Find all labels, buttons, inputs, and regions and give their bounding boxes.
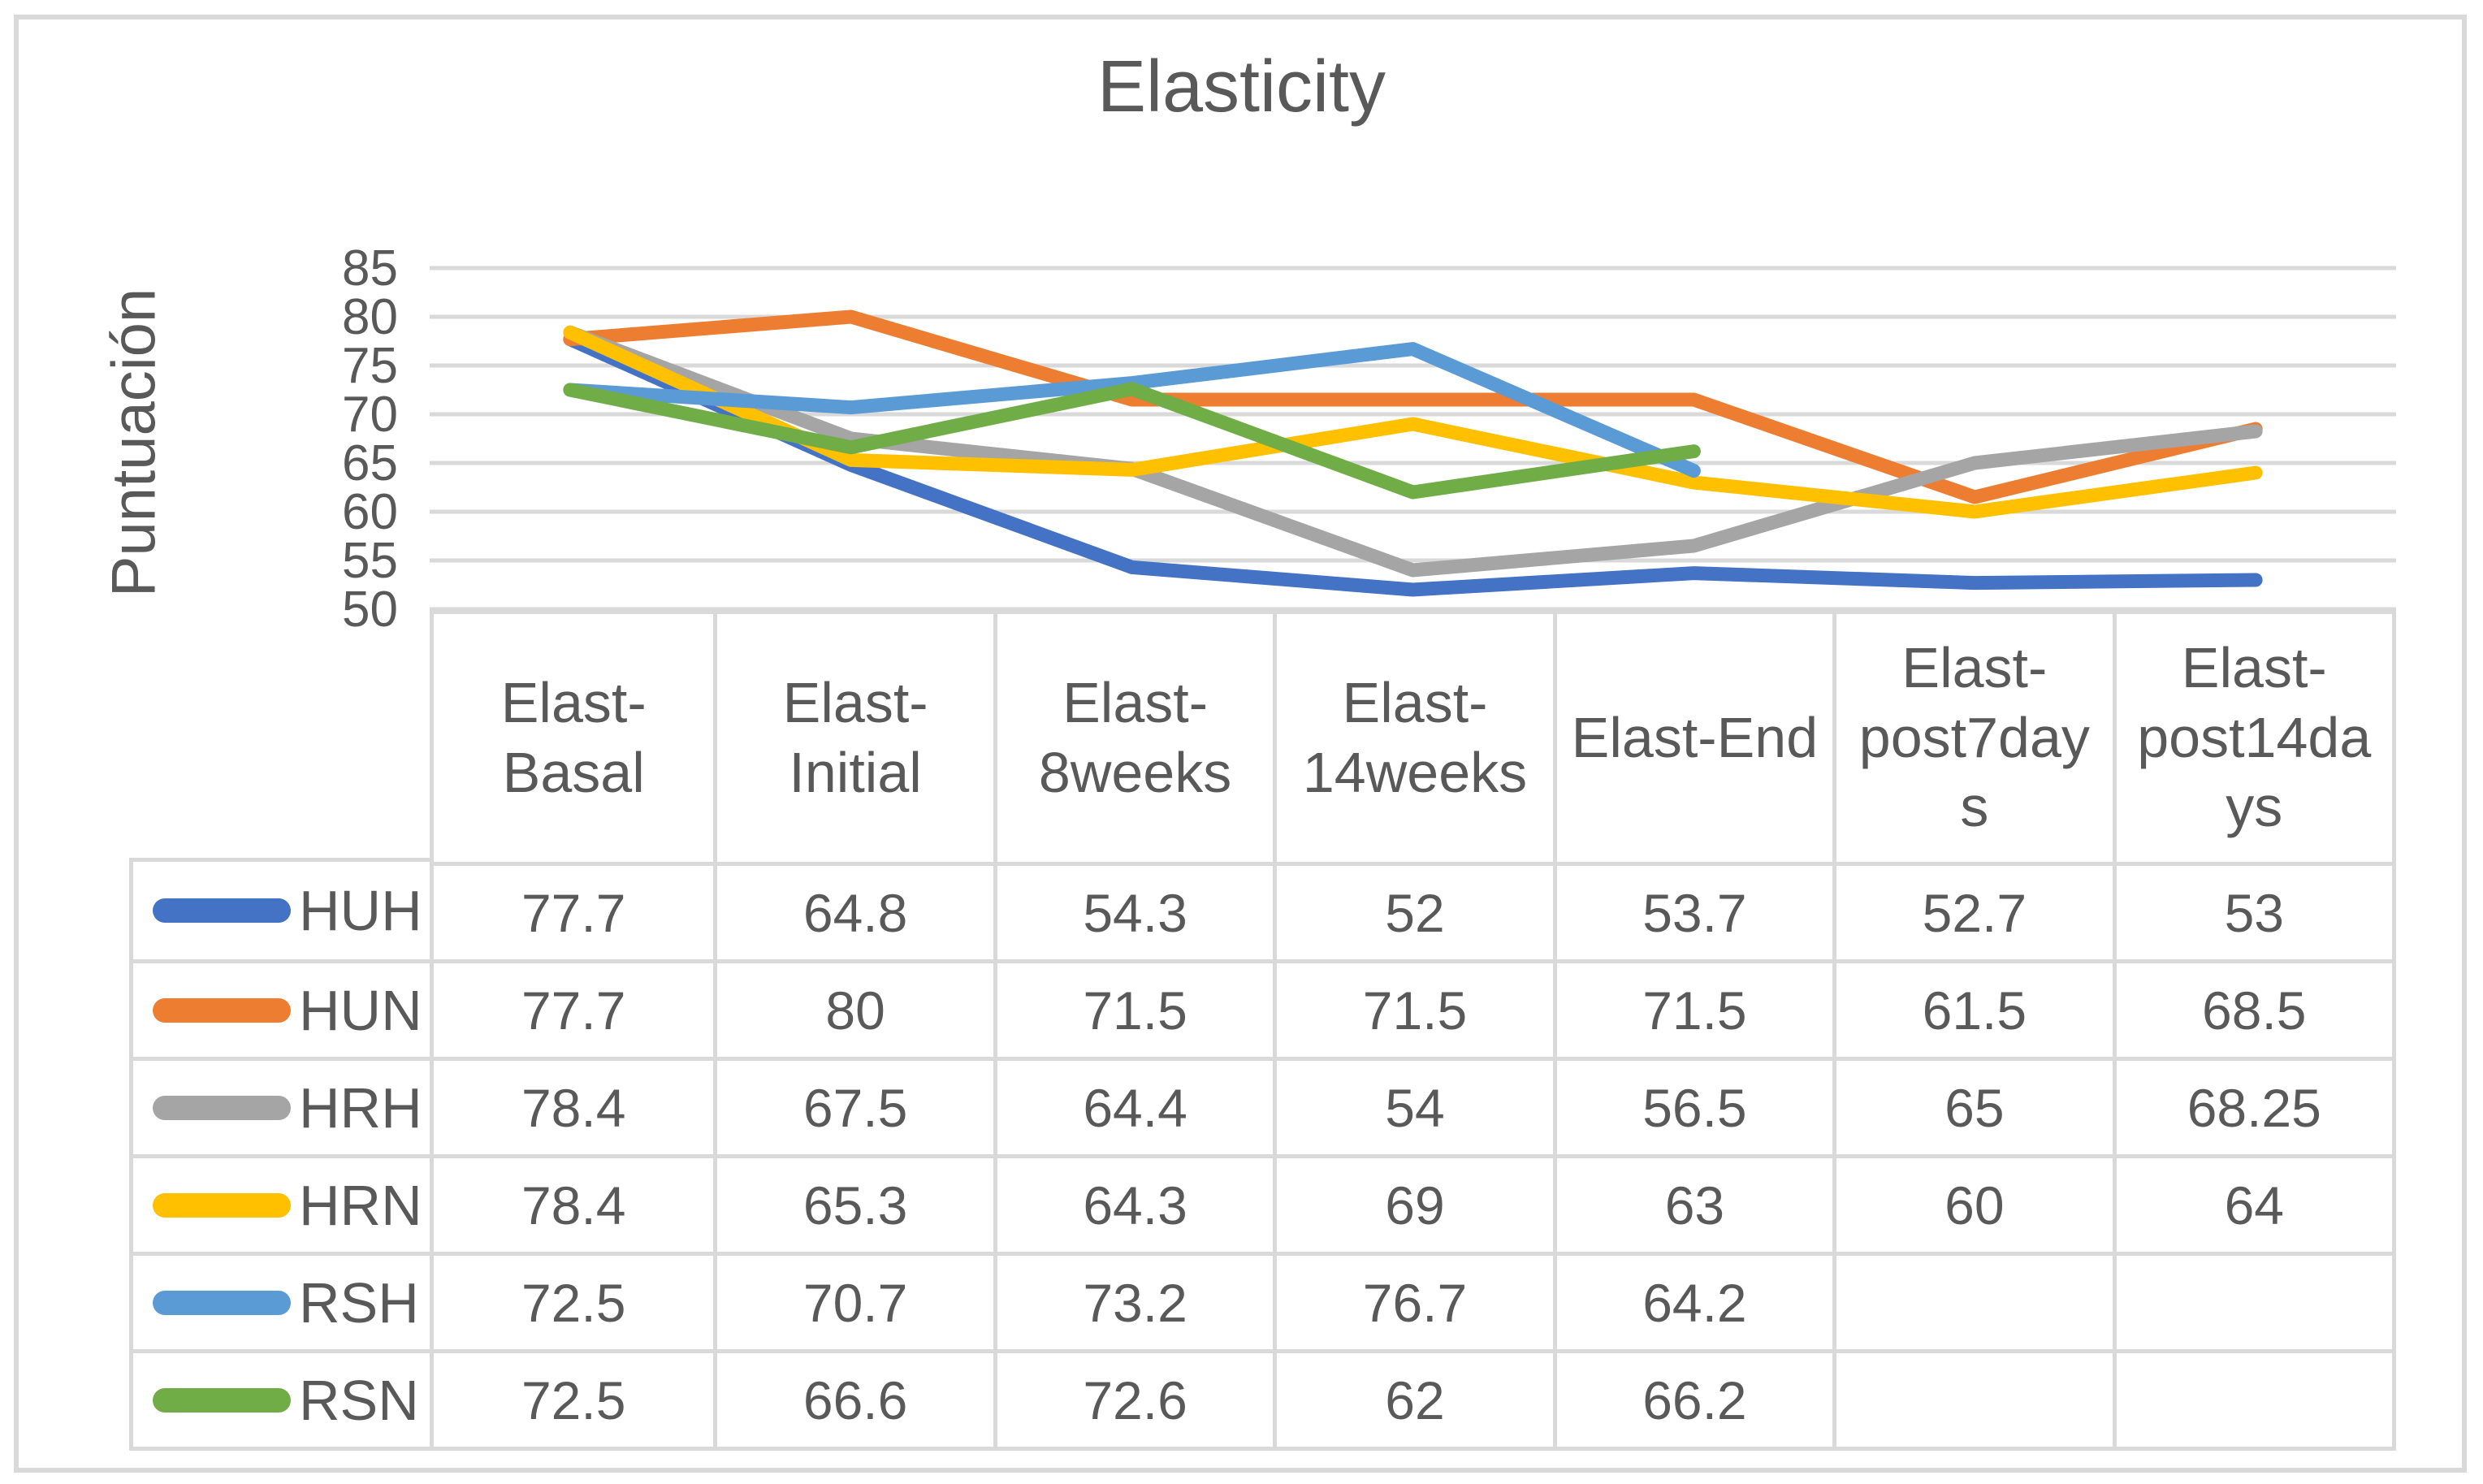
data-table: Elast- Basal Elast- Initial Elast- 8weeks E… — [430, 610, 2396, 1451]
table-header-cell: Elast- 14weeks — [1273, 614, 1553, 862]
table-value-cell: 80 — [713, 959, 993, 1057]
table-value-cell: 53.7 — [1552, 862, 1833, 959]
table-value-cell: 71.5 — [1273, 959, 1553, 1057]
series-label-cell: RSN — [133, 1349, 430, 1447]
table-value-cell: 68.5 — [2112, 959, 2392, 1057]
series-name: HRH — [299, 1075, 422, 1140]
series-swatch-hrn — [153, 1192, 291, 1218]
table-value-cell: 56.5 — [1552, 1057, 1833, 1154]
table-value-cell: 77.7 — [434, 959, 714, 1057]
y-tick-label: 75 — [342, 337, 398, 394]
table-value-cell: 52.7 — [1832, 862, 2113, 959]
series-name: HRN — [299, 1173, 422, 1237]
series-swatch-huh — [153, 898, 291, 923]
table-value-cell — [1832, 1349, 2113, 1447]
table-value-cell: 63 — [1552, 1154, 1833, 1252]
table-value-cell: 72.5 — [434, 1252, 714, 1349]
series-label-cell: HRN — [133, 1154, 430, 1252]
series-label-cell: RSH — [133, 1252, 430, 1349]
table-header-cell: Elast- Initial — [713, 614, 993, 862]
series-swatch-rsn — [153, 1387, 291, 1413]
y-tick-label: 60 — [342, 483, 398, 540]
series-swatch-rsh — [153, 1290, 291, 1315]
table-value-cell: 64 — [2112, 1154, 2392, 1252]
table-value-cell: 78.4 — [434, 1154, 714, 1252]
series-line-rsn — [563, 382, 1701, 500]
table-value-cell: 54.3 — [993, 862, 1274, 959]
series-legend-column: HUH HUN HRH HRN RSH RSN — [129, 858, 434, 1451]
y-tick-label: 55 — [342, 532, 398, 589]
table-header-cell: Elast- post14da ys — [2112, 614, 2392, 862]
table-value-cell: 71.5 — [993, 959, 1274, 1057]
table-value-cell: 61.5 — [1832, 959, 2113, 1057]
series-label-cell: HRH — [133, 1057, 430, 1154]
chart-title: Elasticity — [1097, 46, 1386, 128]
table-header-cell: Elast- 8weeks — [993, 614, 1274, 862]
table-value-cell: 66.2 — [1552, 1349, 1833, 1447]
table-value-cell: 64.4 — [993, 1057, 1274, 1154]
series-line-hun — [563, 309, 2263, 504]
table-header-cell: Elast-End — [1552, 614, 1833, 862]
table-value-cell — [2112, 1252, 2392, 1349]
table-value-cell: 64.8 — [713, 862, 993, 959]
table-value-cell: 72.5 — [434, 1349, 714, 1447]
table-value-cell: 72.6 — [993, 1349, 1274, 1447]
table-value-cell: 78.4 — [434, 1057, 714, 1154]
y-tick-label: 85 — [342, 240, 398, 296]
series-name: HUH — [299, 879, 422, 942]
table-value-cell: 60 — [1832, 1154, 2113, 1252]
y-tick-label: 70 — [342, 386, 398, 443]
series-label-cell: HUN — [133, 959, 430, 1057]
y-tick-label: 50 — [342, 581, 398, 638]
table-value-cell: 71.5 — [1552, 959, 1833, 1057]
y-tick-label: 80 — [342, 288, 398, 345]
series-swatch-hun — [153, 997, 291, 1023]
table-value-cell: 67.5 — [713, 1057, 993, 1154]
table-value-cell: 64.3 — [993, 1154, 1274, 1252]
table-value-cell — [1832, 1252, 2113, 1349]
table-value-cell: 53 — [2112, 862, 2392, 959]
table-value-cell: 54 — [1273, 1057, 1553, 1154]
series-name: RSH — [299, 1270, 419, 1335]
series-name: HUN — [299, 978, 422, 1042]
table-header-cell: Elast- Basal — [434, 614, 714, 862]
series-swatch-hrh — [153, 1095, 291, 1120]
series-line-hrn — [563, 325, 2263, 519]
y-tick-label: 65 — [342, 435, 398, 491]
table-value-cell: 68.25 — [2112, 1057, 2392, 1154]
table-value-cell: 77.7 — [434, 862, 714, 959]
table-value-cell: 62 — [1273, 1349, 1553, 1447]
table-value-cell: 52 — [1273, 862, 1553, 959]
table-value-cell: 65.3 — [713, 1154, 993, 1252]
table-value-cell: 66.6 — [713, 1349, 993, 1447]
series-label-cell: HUH — [133, 862, 430, 959]
table-header-cell: Elast- post7day s — [1832, 614, 2113, 862]
table-value-cell: 65 — [1832, 1057, 2113, 1154]
series-name: RSN — [299, 1368, 419, 1432]
series-line-hrh — [563, 325, 2263, 578]
table-value-cell: 64.2 — [1552, 1252, 1833, 1349]
table-value-cell: 76.7 — [1273, 1252, 1553, 1349]
table-value-cell: 69 — [1273, 1154, 1553, 1252]
table-value-cell: 73.2 — [993, 1252, 1274, 1349]
table-value-cell — [2112, 1349, 2392, 1447]
table-value-cell: 70.7 — [713, 1252, 993, 1349]
